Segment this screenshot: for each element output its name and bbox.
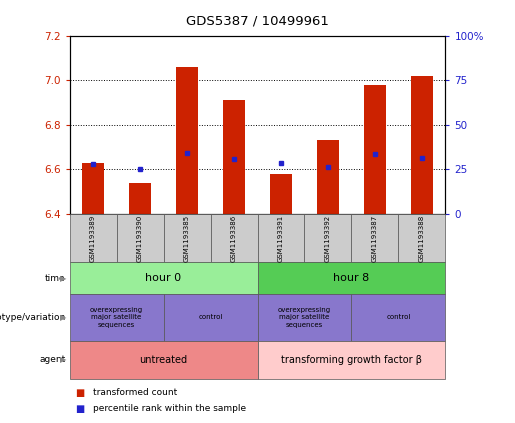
Text: GDS5387 / 10499961: GDS5387 / 10499961 (186, 15, 329, 28)
Bar (224, 100, 245, 214)
Text: ▶: ▶ (60, 313, 66, 322)
Text: GSM1193386: GSM1193386 (231, 214, 237, 261)
Text: ■: ■ (75, 387, 84, 398)
Bar (317, 140, 338, 214)
Bar (365, 85, 386, 214)
Text: control: control (386, 314, 410, 320)
Text: GSM1193391: GSM1193391 (278, 214, 284, 261)
Bar (270, 174, 291, 214)
Text: control: control (198, 314, 222, 320)
Text: ■: ■ (75, 404, 84, 414)
Text: GSM1193388: GSM1193388 (419, 214, 425, 261)
Text: GSM1193385: GSM1193385 (184, 214, 190, 261)
Text: hour 8: hour 8 (333, 273, 370, 283)
Text: GSM1193392: GSM1193392 (325, 214, 331, 261)
Text: time: time (45, 274, 65, 283)
Text: GSM1193387: GSM1193387 (372, 214, 378, 261)
Text: genotype/variation: genotype/variation (0, 313, 65, 322)
Text: transforming growth factor β: transforming growth factor β (281, 354, 422, 365)
Bar (411, 76, 433, 214)
Text: GSM1193390: GSM1193390 (137, 214, 143, 261)
Text: untreated: untreated (140, 354, 187, 365)
Text: ▶: ▶ (60, 274, 66, 283)
Bar (129, 183, 150, 214)
Bar (82, 162, 104, 214)
Bar (177, 67, 198, 214)
Text: transformed count: transformed count (93, 388, 177, 397)
Text: hour 0: hour 0 (145, 273, 182, 283)
Text: percentile rank within the sample: percentile rank within the sample (93, 404, 246, 413)
Text: agent: agent (39, 355, 65, 364)
Text: overexpressing
major satellite
sequences: overexpressing major satellite sequences (90, 307, 143, 328)
Text: overexpressing
major satellite
sequences: overexpressing major satellite sequences (278, 307, 331, 328)
Text: GSM1193389: GSM1193389 (90, 214, 96, 261)
Text: ▶: ▶ (60, 355, 66, 364)
